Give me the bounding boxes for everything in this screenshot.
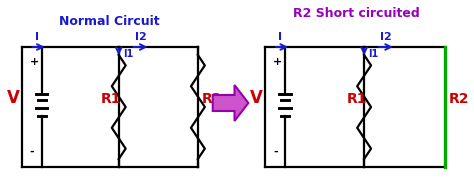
Text: -: - — [30, 147, 34, 157]
Text: R1: R1 — [346, 92, 367, 106]
Text: R2 Short circuited: R2 Short circuited — [293, 7, 419, 20]
Text: I1: I1 — [368, 49, 378, 59]
Text: V: V — [7, 89, 20, 107]
Text: I2: I2 — [380, 32, 392, 42]
Polygon shape — [213, 85, 248, 121]
Text: +: + — [30, 57, 39, 67]
Text: Normal Circuit: Normal Circuit — [58, 15, 159, 28]
Text: I: I — [278, 32, 282, 42]
Text: V: V — [250, 89, 263, 107]
Text: I1: I1 — [123, 49, 133, 59]
Text: +: + — [273, 57, 283, 67]
Text: I: I — [35, 32, 38, 42]
Text: R2: R2 — [202, 92, 222, 106]
Text: -: - — [273, 147, 278, 157]
Text: I2: I2 — [135, 32, 146, 42]
Text: R1: R1 — [101, 92, 121, 106]
Text: R2: R2 — [449, 92, 470, 106]
